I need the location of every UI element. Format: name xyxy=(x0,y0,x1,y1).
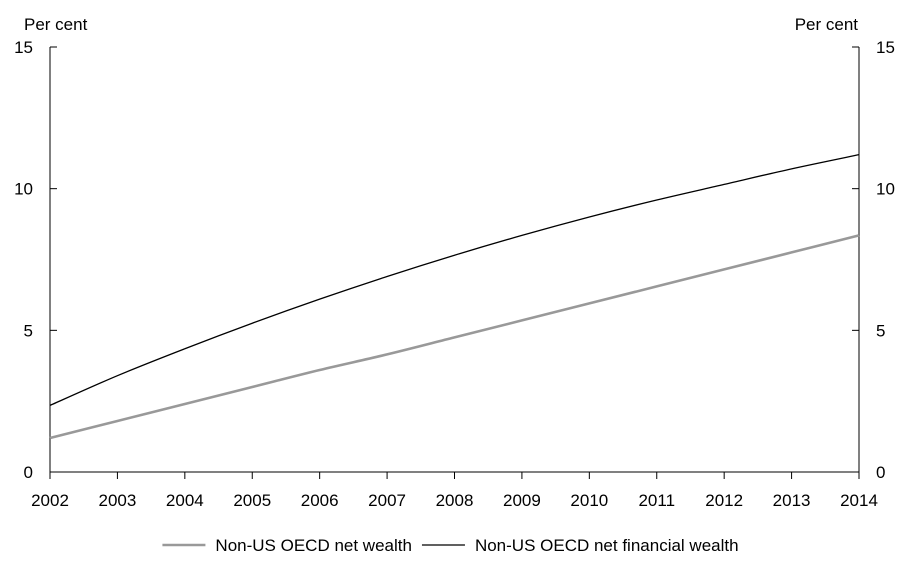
x-tick-label: 2006 xyxy=(301,491,339,510)
legend-entry-label: Non-US OECD net wealth xyxy=(215,536,412,555)
net-wealth-line xyxy=(49,234,860,440)
left-axis-unit-label: Per cent xyxy=(24,15,88,34)
x-tick-label: 2012 xyxy=(705,491,743,510)
net-financial-wealth-line xyxy=(49,154,860,407)
right-axis-unit-label: Per cent xyxy=(795,15,859,34)
x-tick-label: 2011 xyxy=(638,491,675,510)
x-tick-label: 2014 xyxy=(840,491,878,510)
x-tick-label: 2008 xyxy=(436,491,474,510)
right-y-tick-label: 10 xyxy=(876,180,895,199)
x-tick-label: 2009 xyxy=(503,491,541,510)
ticks: 0 0 5 5 10 10 15 15 2002 2003 2004 2005 2006 2007 2008… xyxy=(14,38,895,510)
right-y-tick-label: 0 xyxy=(876,463,885,482)
series xyxy=(49,154,860,440)
left-y-tick-label: 0 xyxy=(24,463,33,482)
x-tick-label: 2005 xyxy=(233,491,271,510)
x-tick-label: 2002 xyxy=(31,491,69,510)
right-y-tick-label: 5 xyxy=(876,321,885,340)
legend-entry-label: Non-US OECD net financial wealth xyxy=(475,536,739,555)
left-y-tick-label: 10 xyxy=(14,180,33,199)
x-tick-label: 2013 xyxy=(773,491,811,510)
x-tick-label: 2007 xyxy=(368,491,406,510)
legend: Non-US OECD net wealth Non-US OECD net fi… xyxy=(162,536,739,555)
right-y-tick-label: 15 xyxy=(876,38,895,57)
x-tick-label: 2004 xyxy=(166,491,204,510)
x-tick-label: 2003 xyxy=(99,491,137,510)
left-y-tick-label: 15 xyxy=(14,38,33,57)
left-y-tick-label: 5 xyxy=(24,321,33,340)
x-tick-label: 2010 xyxy=(570,491,608,510)
